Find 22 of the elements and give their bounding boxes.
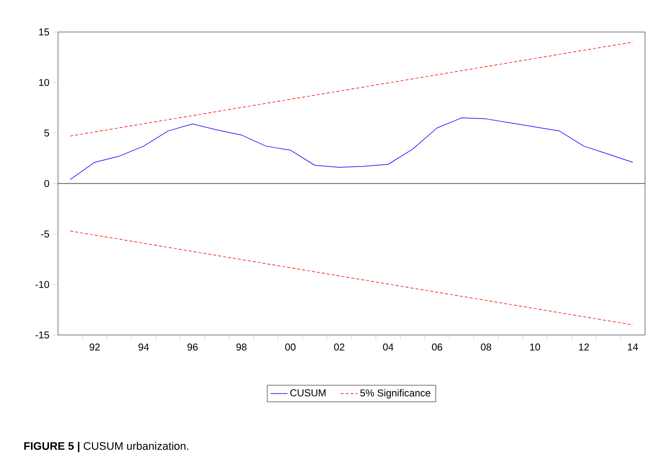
legend-label: 5% Significance bbox=[360, 389, 430, 398]
x-tick-label: 06 bbox=[432, 344, 442, 351]
x-tick-label: 00 bbox=[285, 344, 296, 351]
x-tick-label: 14 bbox=[628, 344, 638, 350]
y-tick-label: -15 bbox=[36, 332, 50, 338]
text: FIGURE 5 | CUSUM urbanization. bbox=[24, 442, 188, 452]
x-tick-label: 02 bbox=[334, 344, 344, 351]
x-tick-label: 04 bbox=[383, 344, 394, 351]
y-tick-label: -10 bbox=[36, 280, 50, 288]
x-tick-label: 98 bbox=[236, 344, 247, 351]
x-tick-label: 96 bbox=[187, 344, 198, 351]
x-tick-label: 12 bbox=[579, 344, 589, 350]
y-tick-label: 0 bbox=[44, 180, 50, 188]
x-tick-label: 92 bbox=[90, 344, 100, 351]
y-tick-label: 5 bbox=[44, 130, 50, 136]
x-tick-label: 08 bbox=[480, 344, 492, 351]
x-tick-label: 10 bbox=[530, 344, 540, 351]
legend-label: CUSUM bbox=[290, 389, 326, 396]
x-tick-label: 94 bbox=[138, 344, 149, 351]
y-tick-label: 10 bbox=[39, 78, 50, 86]
y-tick-label: -5 bbox=[41, 230, 50, 238]
y-tick-label: 15 bbox=[39, 28, 50, 36]
